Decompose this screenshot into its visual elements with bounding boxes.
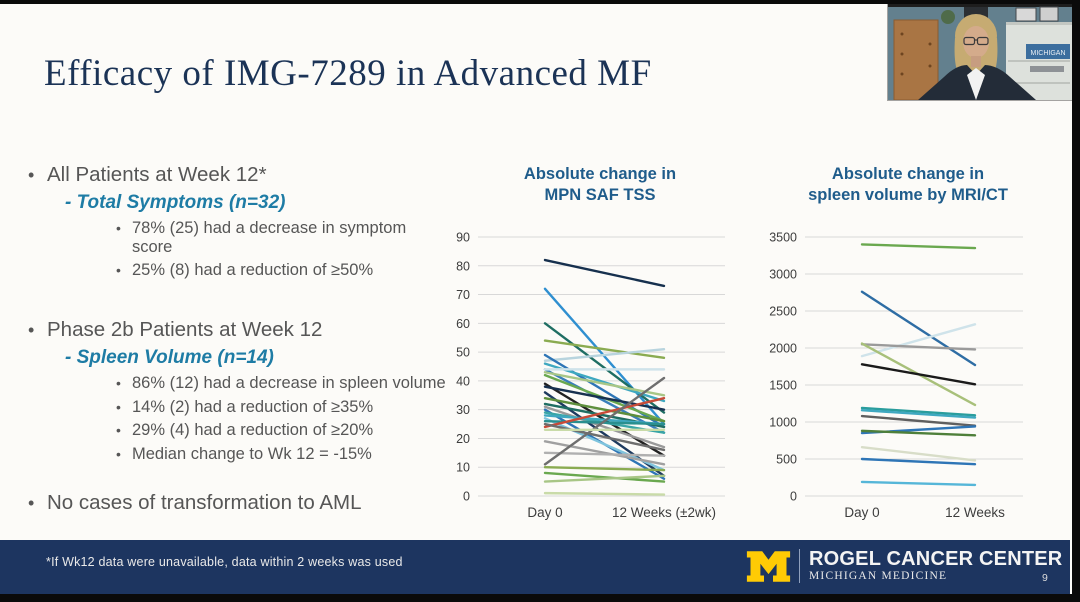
bullet-section-all-patients: • All Patients at Week 12* - Total Sympt… [28,161,453,285]
webcam-video: MICHIGAN [888,4,1072,100]
patient-slope-line [543,474,666,483]
section-subheading: - Spleen Volume (n=14) [65,347,274,368]
bullet-section-phase2b: • Phase 2b Patients at Week 12 - Spleen … [28,316,453,468]
patient-slope-line [543,287,666,426]
patient-slope-line [543,396,666,423]
x-category-label: Day 0 [844,505,879,520]
footer-band: *If Wk12 data were unavailable, data wit… [0,540,1070,594]
patient-slope-line [543,376,666,466]
brand-divider [799,549,800,583]
section-heading: All Patients at Week 12* [47,163,267,186]
y-tick-label: 20 [456,432,470,446]
list-item: 14% (2) had a reduction of ≥35% [116,398,453,417]
patient-slope-line [543,405,666,449]
list-item: 29% (4) had a reduction of ≥20% [116,421,453,440]
presenter-webcam-tile[interactable]: MICHIGAN [888,4,1072,100]
brand-lockup: ROGEL CANCER CENTER MICHIGAN MEDICINE [746,549,1062,583]
plant [941,10,955,24]
patient-slope-line [543,339,666,360]
y-tick-label: 0 [790,490,797,504]
patient-slope-line [543,348,666,362]
y-tick-label: 80 [456,259,470,273]
patient-slope-line [543,353,666,429]
y-tick-label: 3500 [769,231,797,245]
y-tick-label: 0 [463,490,470,504]
patient-slope-line [860,408,977,419]
patient-slope-line [543,396,666,429]
org-subname: MICHIGAN MEDICINE [809,570,948,582]
y-tick-label: 2000 [769,342,797,356]
patient-slope-line [543,385,666,411]
x-category-label: 12 Weeks (±2wk) [612,505,716,520]
y-tick-label: 70 [456,288,470,302]
michigan-sign [1026,44,1070,59]
chart-title-mpn-tss: Absolute change in MPN SAF TSS [523,165,677,204]
patient-slope-line [543,440,666,466]
block-m-logo-icon [746,550,791,582]
page-number: 9 [1042,572,1048,584]
picture-frame [1039,6,1059,22]
picture-frame [1015,7,1037,22]
patient-slope-line [860,414,977,427]
svg-text:MICHIGAN: MICHIGAN [1031,50,1066,57]
patient-slope-line [860,429,977,437]
presentation-slide: Efficacy of IMG-7289 in Advanced MF • Al… [0,4,1072,594]
y-tick-label: 30 [456,403,470,417]
patient-slope-line [860,445,977,462]
patient-slope-line [860,243,977,250]
patient-slope-line [860,480,977,487]
patient-slope-line [543,422,666,452]
patient-slope-line [860,343,977,351]
footnote: *If Wk12 data were unavailable, data wit… [46,555,403,569]
patient-slope-line [860,290,977,367]
y-tick-label: 90 [456,231,470,245]
y-tick-label: 500 [776,453,797,467]
bullet-section-no-aml: • No cases of transformation to AML [28,489,453,517]
bullet-icon: • [28,320,35,340]
list-item: Median change to Wk 12 = -15% [116,445,453,464]
y-tick-label: 1500 [769,379,797,393]
org-name: ROGEL CANCER CENTER [809,548,1063,570]
section-heading: Phase 2b Patients at Week 12 [47,318,323,341]
patient-slope-line [543,471,666,483]
bullet-icon: • [28,165,35,185]
patient-slope-line [543,322,666,414]
bullet-icon: • [28,493,35,513]
slide-title: Efficacy of IMG-7289 in Advanced MF [44,53,652,94]
list-item: 86% (12) had a decrease in spleen volume [116,374,453,393]
y-tick-label: 2500 [769,305,797,319]
y-tick-label: 3000 [769,268,797,282]
y-tick-label: 1000 [769,416,797,430]
cabinet [893,19,939,100]
list-item: 78% (25) had a decrease in symptom score [116,219,446,256]
chart-title-spleen-volume: Absolute change in spleen volume by MRI/… [808,165,1008,204]
mpn-saf-tss-slope-chart: 0 10 20 30 40 50 60 70 80 90 Day 0 12 Weeks (±2wk) [456,231,725,520]
section-subheading: - Total Symptoms (n=32) [65,192,286,213]
patient-slope-line [860,457,977,466]
shelf-items [1030,66,1064,72]
section-heading: No cases of transformation to AML [47,491,362,514]
patient-slope-line [860,323,977,358]
y-tick-label: 10 [456,461,470,475]
patient-slope-line [543,491,666,496]
patient-slope-line [543,258,666,288]
patient-slope-line [543,466,666,472]
patient-slope-line [860,363,977,386]
y-tick-label: 40 [456,374,470,388]
list-item: 25% (8) had a reduction of ≥50% [116,261,446,280]
x-category-label: Day 0 [527,505,562,520]
x-category-label: 12 Weeks [945,505,1005,520]
y-tick-label: 60 [456,317,470,331]
patient-slope-line [860,406,977,417]
presenter-person [918,14,1036,100]
y-tick-label: 50 [456,346,470,360]
spleen-volume-slope-chart: 0 500 1000 1500 2000 2500 3000 3500 Day 0 12 Week… [769,231,1023,520]
patient-slope-line [543,451,666,457]
